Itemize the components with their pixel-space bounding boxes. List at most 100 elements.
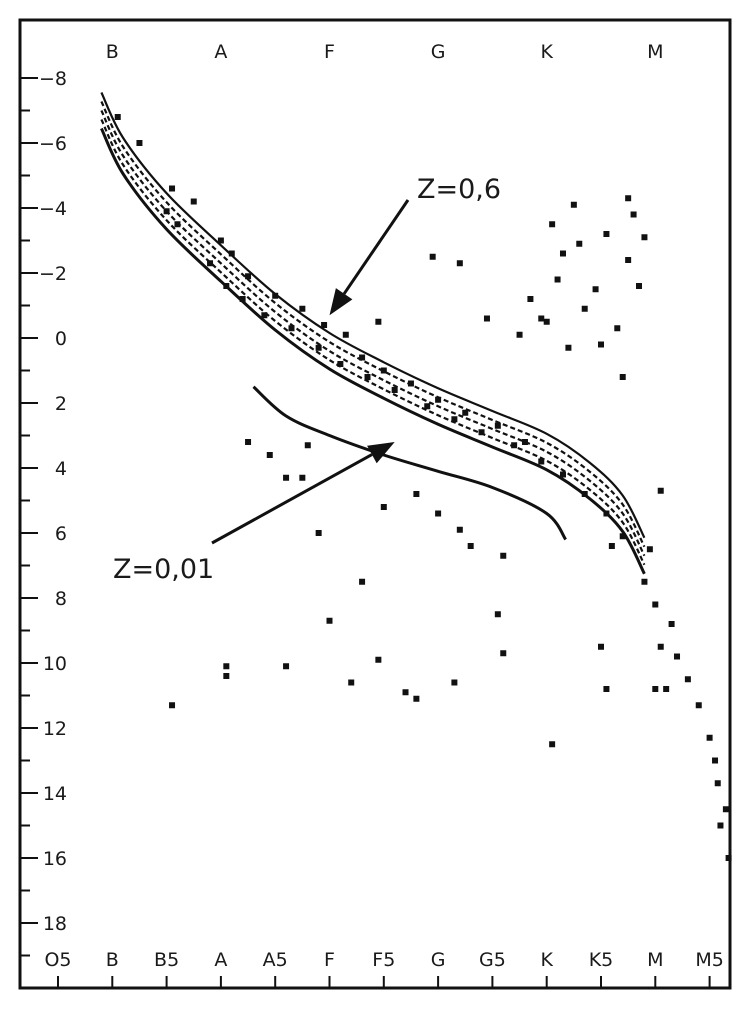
curve-z06-track	[100, 92, 646, 539]
x-tick-label-bottom: O5	[44, 949, 71, 971]
z001-arrow-head	[367, 442, 395, 464]
star-point	[114, 114, 121, 120]
x-tick-label-top: B	[106, 41, 119, 63]
star-point	[717, 822, 724, 829]
curve-z001	[252, 385, 567, 541]
z06-arrow-head	[329, 288, 353, 316]
star-point	[608, 543, 615, 549]
x-tick-label-bottom: M5	[695, 949, 723, 971]
star-point	[625, 257, 632, 263]
x-tick-label-bottom: A	[214, 949, 227, 971]
x-tick-label-top: M	[647, 41, 663, 63]
star-point	[684, 676, 691, 683]
star-point	[668, 621, 675, 627]
star-point	[207, 260, 214, 267]
y-tick-label: 8	[55, 588, 67, 610]
axis-tick-labels: O5 B B5 A A5 F F5 G G5 K K5 M M5 B A F G K M −8 −6 −4 −2 0 2 4 6 8 1…	[39, 41, 724, 971]
star-point	[429, 253, 436, 260]
star-point	[603, 510, 610, 517]
star-point	[527, 296, 534, 302]
star-point	[619, 374, 626, 380]
star-point	[261, 312, 268, 319]
star-point	[559, 471, 566, 478]
star-point	[364, 374, 371, 380]
star-point	[456, 260, 463, 267]
star-point	[641, 578, 648, 585]
star-point	[592, 286, 599, 293]
star-point	[272, 292, 279, 299]
x-tick-label-bottom: B5	[154, 949, 179, 971]
axis-ticks	[20, 77, 711, 988]
star-point	[380, 367, 387, 374]
star-point	[435, 396, 442, 403]
x-tick-label-bottom: K5	[589, 949, 614, 971]
x-tick-label-bottom: F	[324, 949, 335, 971]
star-point	[570, 201, 577, 208]
y-tick-label: −2	[39, 263, 67, 285]
x-tick-label-top: G	[431, 41, 446, 63]
star-point	[636, 283, 643, 289]
z001-arrow-line	[211, 453, 373, 545]
star-point	[674, 653, 681, 660]
star-point	[538, 458, 545, 465]
y-tick-label: 10	[43, 653, 67, 675]
star-point	[462, 409, 469, 416]
star-point	[245, 439, 252, 445]
star-point	[706, 734, 713, 741]
x-tick-label-bottom: M	[647, 949, 663, 971]
star-point	[714, 780, 721, 787]
star-point	[451, 416, 458, 423]
star-point	[315, 530, 322, 536]
star-point	[228, 250, 235, 257]
y-tick-label: 16	[43, 848, 67, 870]
x-tick-label-top: F	[324, 41, 335, 63]
star-point	[494, 422, 501, 429]
star-point	[722, 806, 729, 813]
star-point	[652, 601, 659, 608]
star-point	[283, 474, 290, 481]
star-point	[500, 650, 507, 657]
star-point	[500, 552, 507, 559]
x-tick-label-bottom: G	[431, 949, 446, 971]
y-tick-label: −8	[39, 68, 67, 90]
star-point	[136, 140, 143, 146]
star-point	[598, 341, 604, 348]
star-point	[223, 283, 230, 289]
star-point	[657, 487, 664, 494]
star-point	[565, 344, 572, 351]
star-point	[712, 757, 719, 764]
x-tick-label-bottom: A5	[263, 949, 288, 971]
x-tick-label-bottom: F5	[372, 949, 395, 971]
star-point	[725, 855, 732, 861]
star-point	[239, 296, 246, 302]
star-point	[315, 344, 322, 351]
star-point	[576, 240, 583, 247]
y-tick-label: 12	[43, 718, 67, 740]
y-tick-label: 18	[43, 913, 67, 935]
curve-annotations: Z=0,6 Z=0,01	[113, 174, 501, 585]
star-point	[695, 702, 702, 709]
star-point	[652, 686, 659, 692]
star-point	[245, 273, 252, 280]
star-point	[456, 526, 463, 533]
star-point	[581, 491, 588, 497]
z001-annotation-label: Z=0,01	[113, 554, 214, 585]
star-point	[304, 442, 311, 449]
star-point	[359, 578, 366, 585]
star-point	[342, 331, 349, 338]
star-point	[598, 643, 604, 650]
star-point	[169, 702, 176, 709]
star-point	[283, 663, 290, 670]
x-tick-label-top: A	[214, 41, 227, 63]
star-point	[511, 442, 518, 449]
star-point	[402, 689, 409, 696]
star-points	[114, 114, 732, 861]
star-point	[663, 686, 670, 692]
star-point	[581, 305, 588, 312]
star-point	[299, 474, 306, 481]
star-point	[190, 198, 197, 205]
star-point	[337, 361, 344, 367]
x-tick-label-top: K	[540, 41, 553, 63]
star-point	[375, 318, 382, 325]
star-point	[435, 510, 442, 517]
